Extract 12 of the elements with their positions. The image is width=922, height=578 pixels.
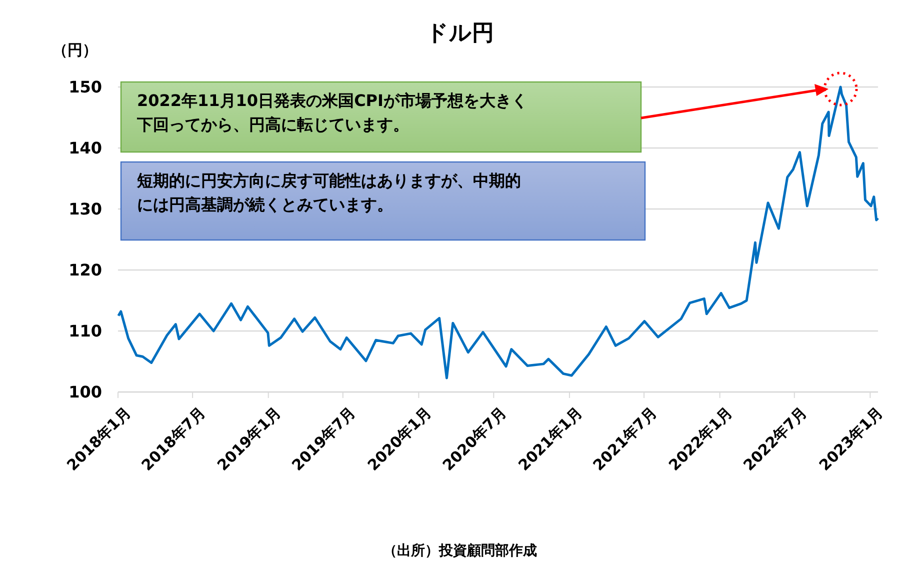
annotation: 2022年11月10日発表の米国CPIが市場予想を大きく下回ってから、円高に転じています。 xyxy=(136,91,528,134)
y-tick-label: 130 xyxy=(68,200,102,219)
y-tick-label: 140 xyxy=(68,138,102,158)
y-tick-label: 120 xyxy=(68,260,102,280)
y-tick-label: 150 xyxy=(68,78,102,97)
annotation: 短期的に円安方向に戻す可能性はありますが、中期的には円高基調が続くとみています。 xyxy=(136,171,521,214)
text: （出所）投資顧問部作成 xyxy=(383,542,537,559)
chart-title: ドル円 xyxy=(426,21,494,46)
line-series xyxy=(117,86,880,380)
y-tick-label: 110 xyxy=(68,322,102,341)
y-tick-label: 100 xyxy=(68,382,102,402)
y-axis-title: （円） xyxy=(52,41,98,59)
